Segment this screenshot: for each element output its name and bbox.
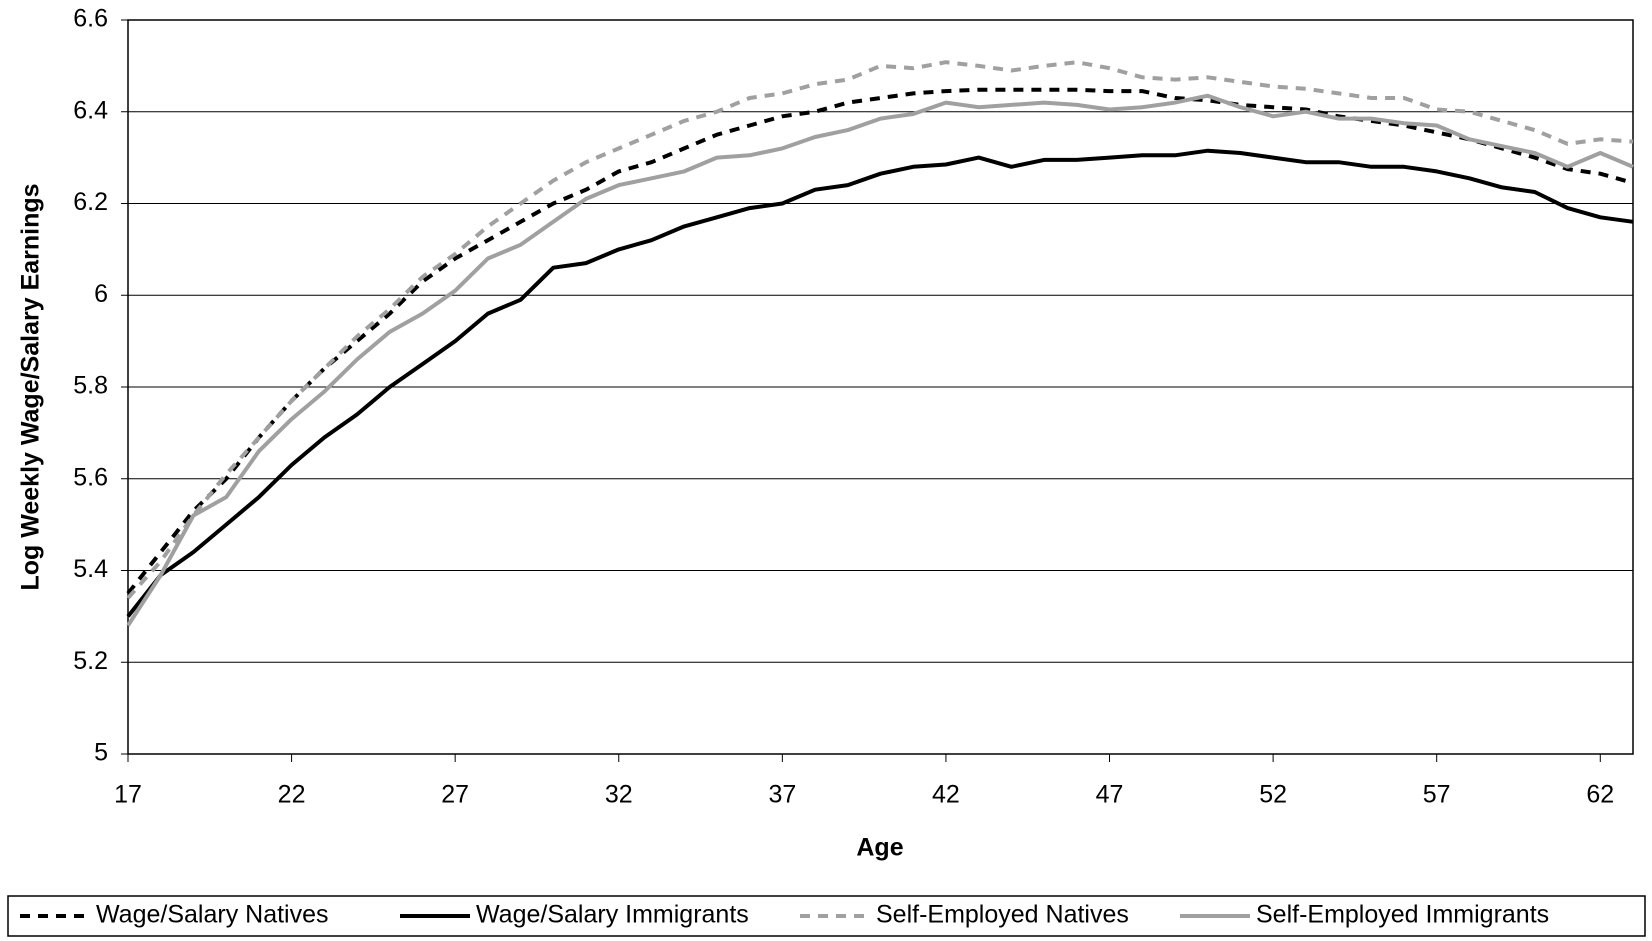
x-tick-label: 57 xyxy=(1423,781,1451,809)
legend-box xyxy=(7,895,1646,937)
legend-label: Wage/Salary Natives xyxy=(96,901,329,929)
y-tick-label: 5.8 xyxy=(73,372,108,400)
y-tick-label: 6.4 xyxy=(73,96,108,124)
x-tick-label: 42 xyxy=(932,781,960,809)
legend-label: Wage/Salary Immigrants xyxy=(476,901,749,929)
y-axis-label: Log Weekly Wage/Salary Earnings xyxy=(17,183,45,590)
y-tick-label: 5.4 xyxy=(73,555,108,583)
y-tick-label: 6.2 xyxy=(73,188,108,216)
x-tick-label: 37 xyxy=(768,781,796,809)
x-tick-label: 47 xyxy=(1096,781,1124,809)
x-axis-label: Age xyxy=(856,834,903,862)
x-tick-label: 27 xyxy=(441,781,469,809)
series-line xyxy=(126,60,1634,600)
x-tick-label: 22 xyxy=(278,781,306,809)
y-tick-label: 6 xyxy=(94,280,108,308)
y-tick-label: 5 xyxy=(94,739,108,767)
y-tick-label: 5.2 xyxy=(73,647,108,675)
series-line xyxy=(126,148,1634,618)
y-tick-label: 5.6 xyxy=(73,463,108,491)
x-tick-label: 17 xyxy=(114,781,142,809)
x-tick-label: 62 xyxy=(1586,781,1614,809)
legend-label: Self-Employed Immigrants xyxy=(1256,901,1549,929)
legend-label: Self-Employed Natives xyxy=(876,901,1129,929)
y-tick-label: 6.6 xyxy=(73,5,108,33)
plot-frame xyxy=(127,19,1634,755)
x-tick-label: 52 xyxy=(1259,781,1287,809)
x-tick-label: 32 xyxy=(605,781,633,809)
series-line xyxy=(126,93,1634,627)
